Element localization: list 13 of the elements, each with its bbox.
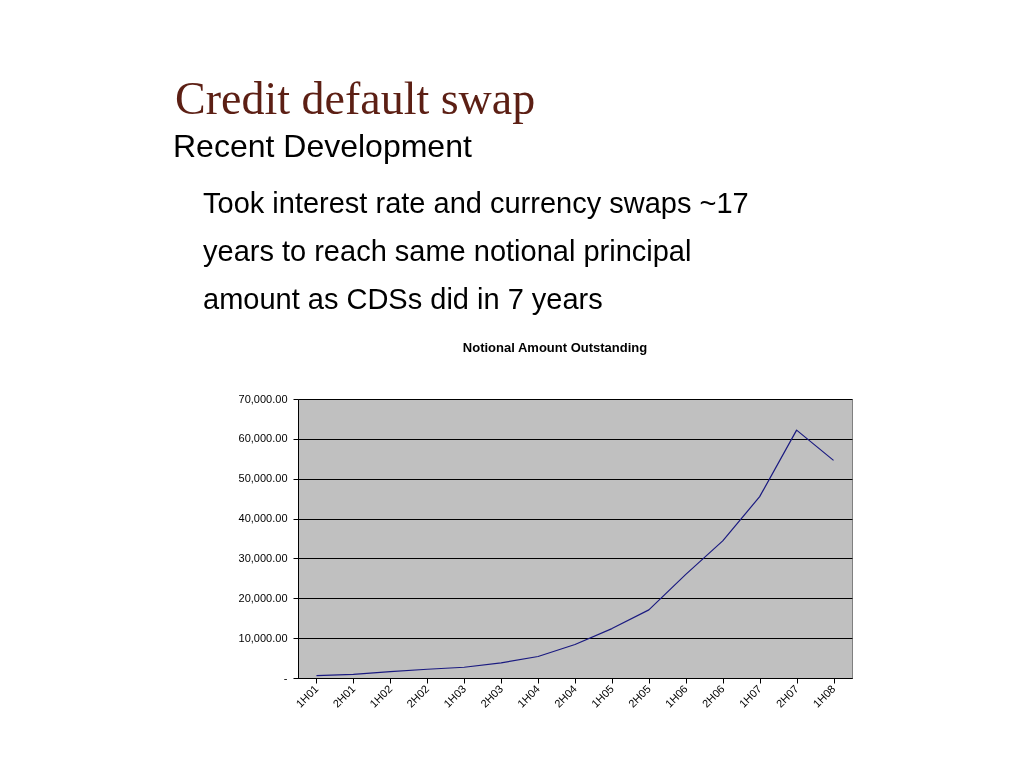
y-tick-label: 50,000.00 bbox=[238, 472, 288, 485]
text: Took interest rate and currency swaps ~17 years to reach same notional principal amount as CDSs did in 7 years bbox=[203, 187, 749, 315]
line-series bbox=[315, 429, 835, 677]
text: Credit default swap bbox=[175, 73, 536, 124]
y-tick-label: 30,000.00 bbox=[238, 551, 288, 564]
y-tick-label: 70,000.00 bbox=[238, 392, 288, 405]
y-tick-label: 60,000.00 bbox=[238, 432, 288, 445]
y-tick-label: 20,000.00 bbox=[238, 591, 288, 604]
y-tick-label: 10,000.00 bbox=[238, 631, 288, 644]
chart-title: Notional Amount Outstanding bbox=[462, 340, 648, 355]
y-tick-label: 40,000.00 bbox=[238, 512, 288, 525]
y-tick-label: - bbox=[283, 671, 288, 684]
text: Recent Development bbox=[173, 128, 472, 164]
